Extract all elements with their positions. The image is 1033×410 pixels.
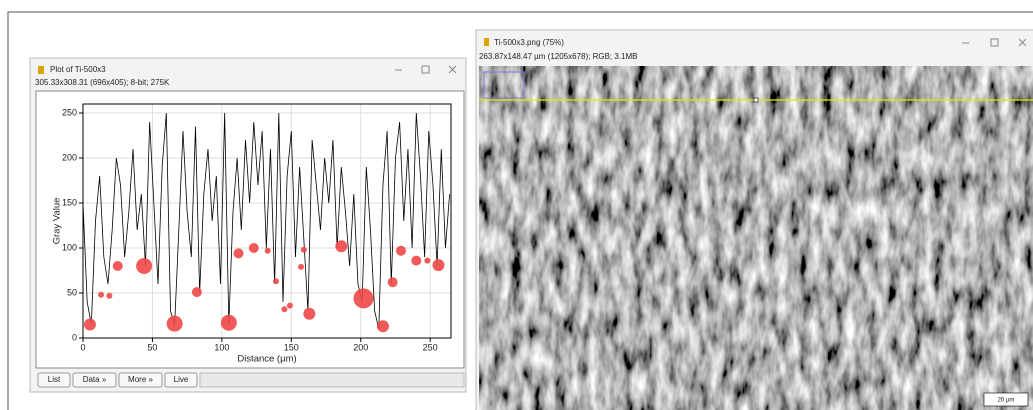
peak-marker [287,303,293,309]
x-axis-label: Distance (µm) [237,354,296,365]
peak-marker [192,287,202,297]
peak-marker [424,258,430,264]
peak-marker [388,277,398,287]
peak-marker [354,288,374,308]
x-tick-label: 150 [284,342,299,352]
peak-marker [265,248,271,254]
y-tick-label: 150 [62,197,77,207]
button-label[interactable]: More » [128,375,153,384]
scale-bar-label: 20 µm [998,398,1015,404]
peak-marker [98,292,104,298]
peak-marker [84,319,96,331]
x-tick-label: 100 [214,342,229,352]
micrograph [479,66,1033,410]
peak-marker [377,320,389,332]
peak-marker [298,264,304,270]
peak-marker [234,248,244,258]
peak-marker [273,278,279,284]
y-tick-label: 250 [62,107,77,117]
button-label[interactable]: Data » [83,375,107,384]
peak-marker [303,308,315,320]
peak-marker [281,306,287,312]
app-icon [484,38,489,46]
peak-marker [113,261,123,271]
y-tick-label: 0 [72,332,77,342]
peak-marker [106,293,112,299]
y-tick-label: 200 [62,152,77,162]
y-axis-label: Gray Value [52,198,63,245]
x-tick-label: 200 [353,342,368,352]
line-handle[interactable] [754,98,758,102]
window-info: 263.87x148.47 µm (1205x678); RGB; 3.1MB [479,52,637,61]
peak-marker [335,240,347,252]
peak-marker [301,247,307,253]
y-tick-label: 100 [62,242,77,252]
x-tick-label: 50 [147,342,157,352]
x-tick-label: 0 [80,342,85,352]
button-label[interactable]: Live [174,375,189,384]
window-title: Plot of Ti-500x3 [50,65,106,74]
screen: Plot of Ti-500x3 305.33x308.31 (696x405)… [0,0,1033,410]
window-title: Ti-500x3.png (75%) [494,38,564,47]
peak-marker [221,315,237,331]
peak-marker [249,243,259,253]
peak-marker [396,246,406,256]
y-tick-label: 50 [67,287,77,297]
peak-marker [411,256,421,266]
app-icon [38,66,44,74]
peak-marker [433,259,445,271]
x-tick-label: 250 [423,342,438,352]
button-bar [200,373,464,387]
peak-marker [167,316,183,332]
button-label[interactable]: List [48,375,61,384]
peak-marker [136,258,152,274]
window-info: 305.33x308.31 (696x405); 8-bit; 275K [35,78,170,87]
